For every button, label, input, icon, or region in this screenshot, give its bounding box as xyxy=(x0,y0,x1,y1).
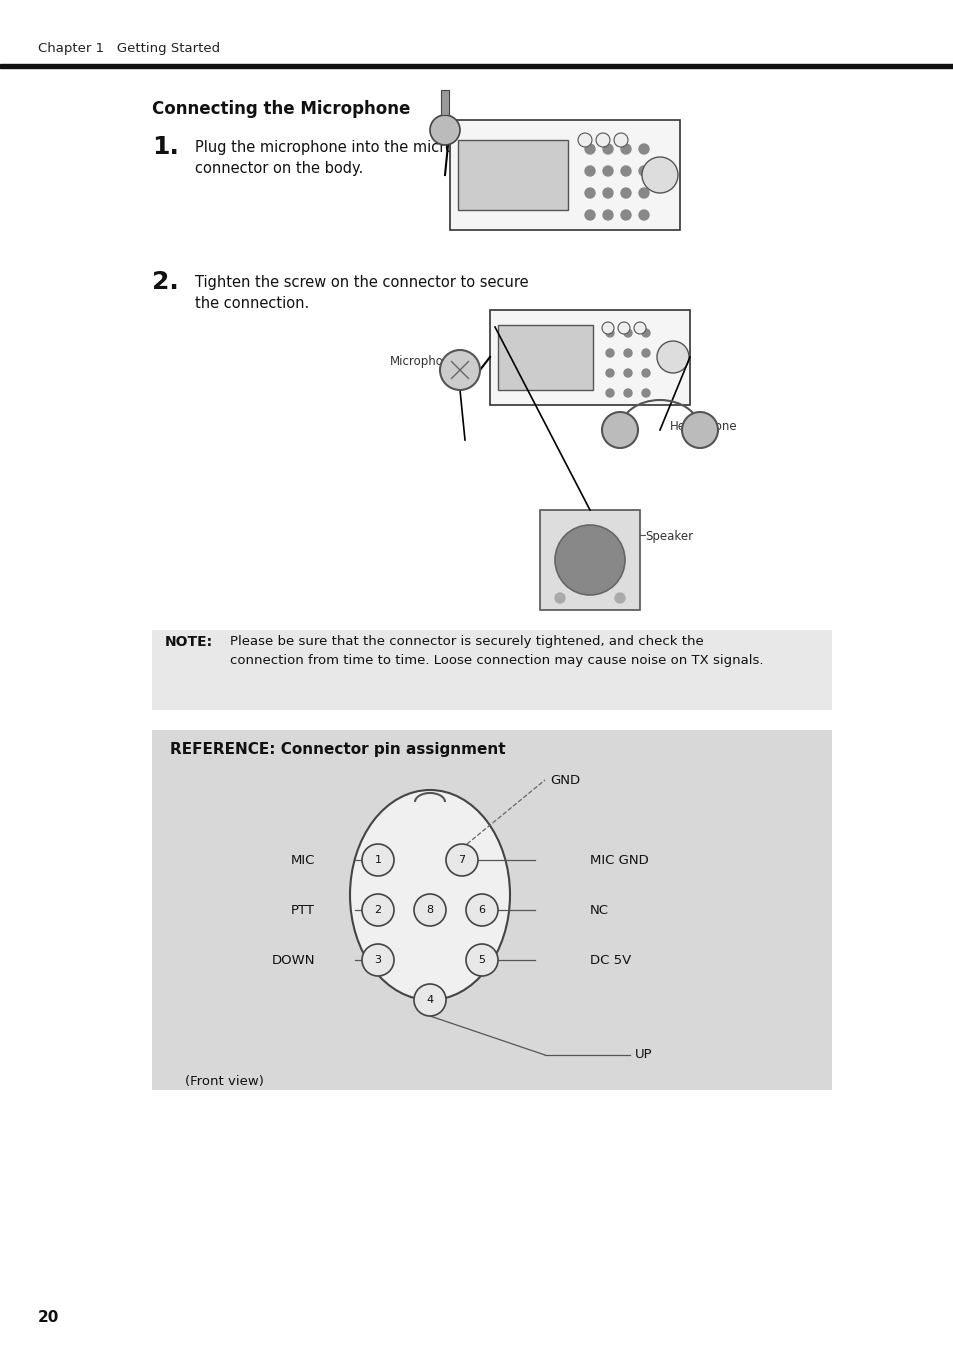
Text: REFERENCE: Connector pin assignment: REFERENCE: Connector pin assignment xyxy=(170,742,505,757)
Text: Microphone: Microphone xyxy=(390,355,458,367)
Circle shape xyxy=(596,132,609,147)
Circle shape xyxy=(639,145,648,154)
Text: Please be sure that the connector is securely tightened, and check the
connectio: Please be sure that the connector is sec… xyxy=(230,635,762,667)
Text: DOWN: DOWN xyxy=(272,954,314,966)
Text: 1.: 1. xyxy=(152,135,178,159)
Text: 6: 6 xyxy=(478,905,485,915)
Bar xyxy=(450,120,679,230)
Text: 7: 7 xyxy=(458,855,465,865)
Circle shape xyxy=(439,350,479,390)
Circle shape xyxy=(601,412,638,449)
Text: 4: 4 xyxy=(426,994,433,1005)
Text: 8: 8 xyxy=(426,905,433,915)
Text: NOTE:: NOTE: xyxy=(165,635,213,648)
Circle shape xyxy=(361,894,394,925)
Text: (Front view): (Front view) xyxy=(185,1075,264,1088)
Circle shape xyxy=(602,188,613,199)
Text: MIC GND: MIC GND xyxy=(589,854,648,866)
Circle shape xyxy=(641,349,649,357)
Text: 2.: 2. xyxy=(152,270,178,295)
Bar xyxy=(440,91,449,115)
Circle shape xyxy=(641,157,678,193)
Circle shape xyxy=(361,844,394,875)
Bar xyxy=(152,730,831,1090)
Text: Plug the microphone into the microphone
connector on the body.: Plug the microphone into the microphone … xyxy=(194,141,499,176)
Text: 5: 5 xyxy=(478,955,485,965)
Circle shape xyxy=(639,166,648,176)
Ellipse shape xyxy=(350,790,510,1000)
Text: PTT: PTT xyxy=(291,904,314,916)
Circle shape xyxy=(465,944,497,975)
Circle shape xyxy=(641,330,649,336)
Circle shape xyxy=(414,894,446,925)
Text: NC: NC xyxy=(589,904,608,916)
Text: Chapter 1   Getting Started: Chapter 1 Getting Started xyxy=(38,42,220,55)
Circle shape xyxy=(584,188,595,199)
Text: Headphone: Headphone xyxy=(669,420,737,434)
Circle shape xyxy=(623,349,631,357)
Circle shape xyxy=(605,330,614,336)
Text: UP: UP xyxy=(635,1048,652,1062)
Text: Speaker: Speaker xyxy=(644,530,693,543)
Circle shape xyxy=(620,188,630,199)
Circle shape xyxy=(605,369,614,377)
Circle shape xyxy=(602,209,613,220)
Text: 3: 3 xyxy=(375,955,381,965)
Circle shape xyxy=(681,412,718,449)
Circle shape xyxy=(584,166,595,176)
Circle shape xyxy=(584,209,595,220)
Circle shape xyxy=(446,844,477,875)
Circle shape xyxy=(555,526,624,594)
Circle shape xyxy=(465,894,497,925)
Circle shape xyxy=(555,593,564,603)
Bar xyxy=(457,141,567,209)
Circle shape xyxy=(601,322,614,334)
Circle shape xyxy=(641,389,649,397)
Circle shape xyxy=(623,369,631,377)
Circle shape xyxy=(602,145,613,154)
Circle shape xyxy=(620,166,630,176)
Text: Tighten the screw on the connector to secure
the connection.: Tighten the screw on the connector to se… xyxy=(194,276,528,311)
Text: DC 5V: DC 5V xyxy=(589,954,631,966)
Circle shape xyxy=(361,944,394,975)
Bar xyxy=(497,326,593,390)
Circle shape xyxy=(639,188,648,199)
Circle shape xyxy=(578,132,592,147)
Circle shape xyxy=(618,322,629,334)
Circle shape xyxy=(620,145,630,154)
Text: 1: 1 xyxy=(375,855,381,865)
Bar xyxy=(539,509,639,611)
Circle shape xyxy=(615,593,624,603)
Circle shape xyxy=(620,209,630,220)
Text: 2: 2 xyxy=(374,905,381,915)
Text: GND: GND xyxy=(550,774,579,786)
Text: MIC: MIC xyxy=(291,854,314,866)
Circle shape xyxy=(605,389,614,397)
Circle shape xyxy=(602,166,613,176)
Text: 20: 20 xyxy=(38,1310,59,1325)
Bar xyxy=(0,63,953,68)
Circle shape xyxy=(634,322,645,334)
Circle shape xyxy=(623,330,631,336)
Circle shape xyxy=(641,369,649,377)
Bar xyxy=(490,309,689,405)
Bar xyxy=(152,630,831,711)
Circle shape xyxy=(623,389,631,397)
Circle shape xyxy=(614,132,627,147)
Circle shape xyxy=(584,145,595,154)
Circle shape xyxy=(639,209,648,220)
Circle shape xyxy=(414,984,446,1016)
Circle shape xyxy=(657,340,688,373)
Text: Connecting the Microphone: Connecting the Microphone xyxy=(152,100,410,118)
Circle shape xyxy=(605,349,614,357)
Circle shape xyxy=(430,115,459,145)
